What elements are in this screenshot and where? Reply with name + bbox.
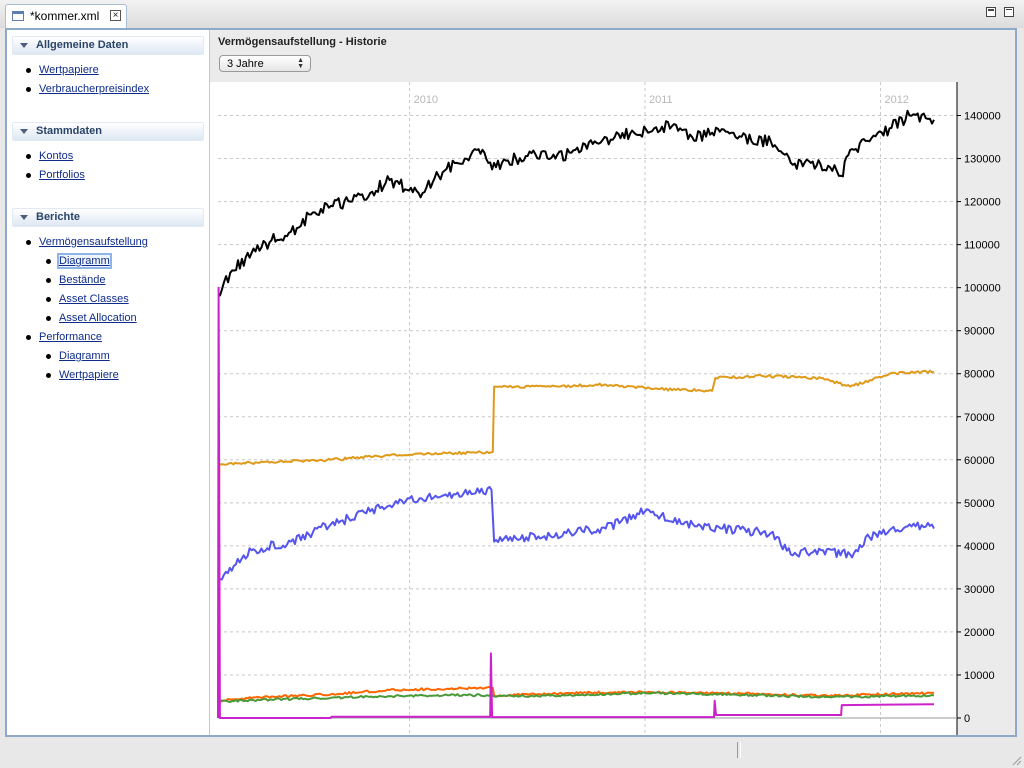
page-title: Vermögensaufstellung - Historie <box>218 36 387 48</box>
y-tick-label: 80000 <box>964 369 995 381</box>
report-content: Vermögensaufstellung - Historie 3 Jahre … <box>210 30 1015 735</box>
nav-link-wertpapiere[interactable]: Wertpapiere <box>39 64 99 76</box>
section-label: Allgemeine Daten <box>36 39 129 51</box>
nav-link-asset-allocation[interactable]: Asset Allocation <box>59 312 137 324</box>
collapse-triangle-icon <box>20 129 28 134</box>
resize-grip-icon[interactable] <box>1012 756 1022 766</box>
y-tick-label: 100000 <box>964 283 1001 295</box>
file-icon <box>12 11 24 21</box>
collapse-triangle-icon <box>20 43 28 48</box>
y-tick-label: 110000 <box>964 240 1000 252</box>
chart-svg: 0 10000 20000 30000 40000 50000 60000 70000 8000… <box>210 82 1001 735</box>
section-berichte[interactable]: Berichte <box>12 208 204 227</box>
series-line-5 <box>217 691 935 704</box>
status-bar <box>0 737 1024 768</box>
y-tick-label: 50000 <box>964 498 995 510</box>
minimize-button[interactable] <box>986 7 996 17</box>
bullet-icon <box>46 354 51 359</box>
bullet-icon <box>26 68 31 73</box>
section-stammdaten[interactable]: Stammdaten <box>12 122 204 141</box>
period-select[interactable]: 3 Jahre ▲ ▼ <box>219 55 311 72</box>
nav-link-performance-wertpapiere[interactable]: Wertpapiere <box>59 369 119 381</box>
bullet-icon <box>46 297 51 302</box>
collapse-triangle-icon <box>20 215 28 220</box>
x-tick-label: 2012 <box>884 94 908 106</box>
x-tick-label: 2011 <box>649 94 673 106</box>
tab-label: *kommer.xml <box>30 9 100 23</box>
y-tick-label: 120000 <box>964 197 1001 209</box>
bullet-icon <box>46 316 51 321</box>
nav-link-performance-diagramm[interactable]: Diagramm <box>59 350 110 362</box>
y-tick-label: 130000 <box>964 154 1001 166</box>
bullet-icon <box>46 259 51 264</box>
nav-link-vermoegensaufstellung[interactable]: Vermögensaufstellung <box>39 236 148 248</box>
y-tick-label: 30000 <box>964 584 995 596</box>
navigation-pane: Allgemeine Daten Wertpapiere Verbraucher… <box>7 30 210 735</box>
y-tick-label: 90000 <box>964 326 995 338</box>
editor-tab-bar: *kommer.xml × <box>0 0 1024 28</box>
nav-link-vermoegen-diagramm[interactable]: Diagramm <box>57 253 112 269</box>
series-line-3 <box>217 485 935 582</box>
y-tick-label: 60000 <box>964 455 995 467</box>
bullet-icon <box>26 154 31 159</box>
nav-link-asset-classes[interactable]: Asset Classes <box>59 293 129 305</box>
nav-link-portfolios[interactable]: Portfolios <box>39 169 85 181</box>
bullet-icon <box>26 335 31 340</box>
y-tick-label: 40000 <box>964 541 995 553</box>
editor-area: Allgemeine Daten Wertpapiere Verbraucher… <box>5 28 1017 737</box>
series-line-4 <box>217 686 935 703</box>
plot-background <box>210 82 957 735</box>
close-icon[interactable]: × <box>110 10 121 21</box>
series-line-1 <box>217 109 935 298</box>
bullet-icon <box>26 87 31 92</box>
bullet-icon <box>26 173 31 178</box>
editor-tab[interactable]: *kommer.xml × <box>5 4 127 28</box>
y-tick-label: 20000 <box>964 627 995 639</box>
bullet-icon <box>26 240 31 245</box>
maximize-button[interactable] <box>1004 7 1014 17</box>
nav-link-kontos[interactable]: Kontos <box>39 150 74 162</box>
section-label: Stammdaten <box>36 125 103 137</box>
bullet-icon <box>46 278 51 283</box>
y-tick-label: 10000 <box>964 670 995 682</box>
status-separator <box>737 742 741 758</box>
y-tick-label: 0 <box>964 713 970 725</box>
nav-link-verbraucherpreisindex[interactable]: Verbraucherpreisindex <box>39 83 150 95</box>
bullet-icon <box>46 373 51 378</box>
updown-arrows-icon: ▲ ▼ <box>297 57 304 70</box>
nav-link-bestaende[interactable]: Bestände <box>59 274 106 286</box>
section-allgemeine-daten[interactable]: Allgemeine Daten <box>12 36 204 55</box>
period-select-value: 3 Jahre <box>227 58 264 70</box>
series-line-6 <box>217 286 935 719</box>
series-line-2 <box>217 369 935 719</box>
nav-link-performance[interactable]: Performance <box>39 331 102 343</box>
section-label: Berichte <box>36 211 81 223</box>
history-chart: 0 10000 20000 30000 40000 50000 60000 70000 8000… <box>210 82 1015 735</box>
x-tick-label: 2010 <box>414 94 438 106</box>
y-tick-label: 140000 <box>964 111 1001 123</box>
y-tick-label: 70000 <box>964 412 995 424</box>
